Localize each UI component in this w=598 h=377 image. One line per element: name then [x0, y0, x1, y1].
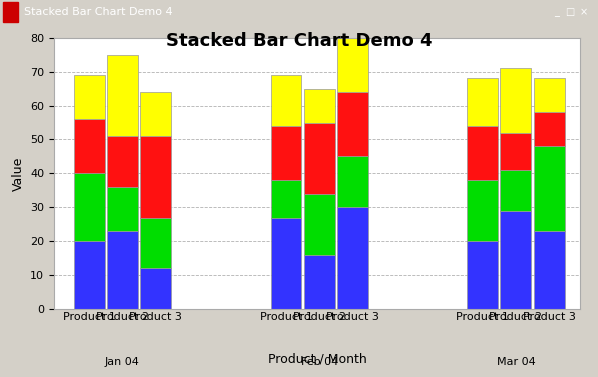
Bar — [74, 75, 105, 119]
Bar — [107, 136, 138, 187]
Bar — [140, 218, 171, 268]
Bar — [107, 55, 138, 136]
Bar — [467, 241, 498, 309]
Bar — [304, 123, 335, 194]
Bar — [270, 180, 301, 218]
Bar — [140, 92, 171, 136]
Text: Jan 04: Jan 04 — [105, 357, 140, 367]
Bar — [140, 136, 171, 218]
Bar — [107, 231, 138, 309]
Bar — [3, 3, 18, 22]
Bar — [501, 211, 532, 309]
Bar — [533, 78, 565, 112]
Bar — [304, 89, 335, 123]
Text: Stacked Bar Chart Demo 4: Stacked Bar Chart Demo 4 — [166, 32, 432, 50]
Bar — [74, 173, 105, 241]
Bar — [107, 187, 138, 231]
Bar — [501, 133, 532, 170]
Bar — [74, 241, 105, 309]
Y-axis label: Value: Value — [11, 156, 25, 191]
Bar — [337, 156, 368, 207]
Bar — [467, 78, 498, 126]
Bar — [304, 194, 335, 255]
Text: Feb 04: Feb 04 — [301, 357, 338, 367]
Bar — [337, 207, 368, 309]
Bar — [270, 218, 301, 309]
Bar — [337, 92, 368, 156]
Bar — [467, 180, 498, 241]
Bar — [533, 231, 565, 309]
Text: Mar 04: Mar 04 — [496, 357, 535, 367]
Bar — [533, 146, 565, 231]
Bar — [270, 126, 301, 180]
Bar — [501, 170, 532, 211]
Bar — [501, 68, 532, 133]
Bar — [270, 75, 301, 126]
Bar — [467, 126, 498, 180]
Bar — [304, 255, 335, 309]
Text: Stacked Bar Chart Demo 4: Stacked Bar Chart Demo 4 — [24, 7, 173, 17]
Bar — [337, 38, 368, 92]
Bar — [140, 268, 171, 309]
Text: ×: × — [579, 7, 588, 17]
X-axis label: Product / Month: Product / Month — [267, 352, 367, 365]
Text: _: _ — [554, 7, 559, 17]
Bar — [74, 119, 105, 173]
Bar — [533, 112, 565, 146]
Text: □: □ — [565, 7, 575, 17]
